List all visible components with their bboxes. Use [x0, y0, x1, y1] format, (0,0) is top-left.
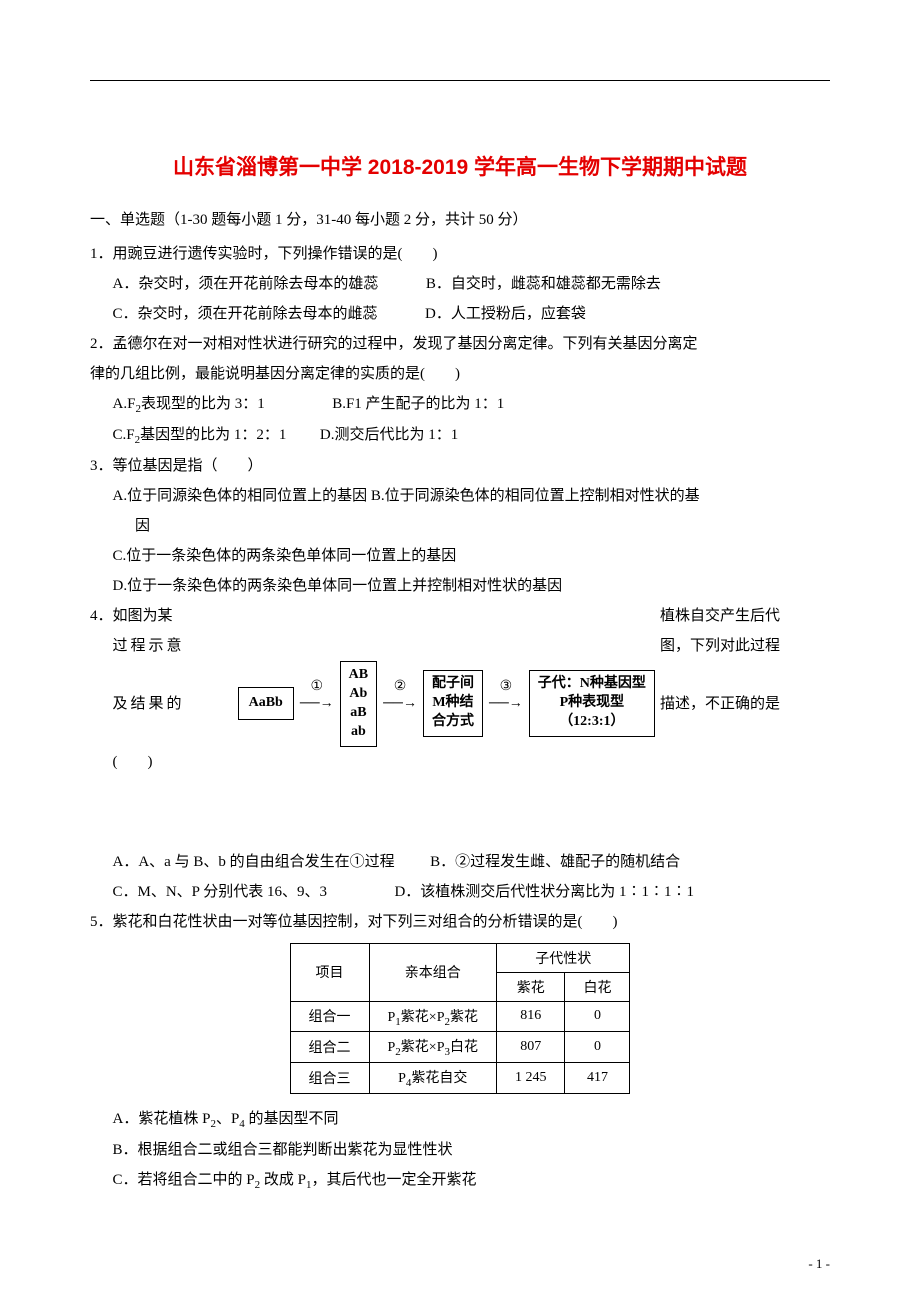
section-header: 一、单选题（1-30 题每小题 1 分，31-40 每小题 2 分，共计 50 … [90, 205, 830, 235]
q1-stem: 1．用豌豆进行遗传实验时，下列操作错误的是( ) [90, 239, 830, 269]
flow-arrow-2: ② ──→ [383, 696, 417, 712]
exam-page: 山东省淄博第一中学 2018-2019 学年高一生物下学期期中试题 一、单选题（… [0, 0, 920, 1302]
flow-box-combine: 配子间 M种结 合方式 [423, 670, 483, 737]
top-rule [90, 80, 830, 81]
flow-box-gametes: AB Ab aB ab [340, 661, 377, 747]
flow-arrow-1: ① ──→ [300, 696, 334, 712]
q4-left-3: 及结果的 [90, 689, 233, 719]
q1-opt-c: C．杂交时，须在开花前除去母本的雌蕊 [113, 306, 378, 322]
q1-row-ab: A．杂交时，须在开花前除去母本的雄蕊 B．自交时，雌蕊和雄蕊都无需除去 [90, 269, 830, 299]
q4-left-2: 过程示意 [90, 631, 233, 661]
q2-row-ab: A.F2表现型的比为 3：1 B.F1 产生配子的比为 1：1 [90, 389, 830, 420]
q3-row-ab: A.位于同源染色体的相同位置上的基因 B.位于同源染色体的相同位置上控制相对性状… [90, 481, 830, 511]
q2-opt-a: A.F2表现型的比为 3：1 [113, 396, 269, 412]
q1-opt-b: B．自交时，雌蕊和雄蕊都无需除去 [426, 276, 661, 292]
q3-opt-b1: B.位于同源染色体的相同位置上控制相对性状的基 [371, 488, 700, 504]
q4-flowchart: AaBb ① ──→ AB Ab aB ab ② [238, 661, 655, 747]
q5-opt-a: A．紫花植株 P2、P4 的基因型不同 [90, 1104, 830, 1135]
q1-opt-d: D．人工授粉后，应套袋 [425, 306, 586, 322]
flow-arrow-3: ③ ──→ [489, 696, 523, 712]
th-item: 项目 [290, 943, 369, 1001]
q4-opt-d: D．该植株测交后代性状分离比为 1∶1∶1∶1 [394, 884, 694, 900]
th-white: 白花 [565, 972, 630, 1001]
q3-opt-d: D.位于一条染色体的两条染色单体同一位置上并控制相对性状的基因 [90, 571, 830, 601]
q4-opt-c: C．M、N、P 分别代表 16、9、3 [113, 884, 327, 900]
cross-cell: P1紫花×P2紫花 [369, 1001, 496, 1032]
q5-table: 项目 亲本组合 子代性状 紫花 白花 组合一 P1紫花×P2紫花 816 0 组… [290, 943, 631, 1094]
q2-stem-2: 律的几组比例，最能说明基因分离定律的实质的是( ) [90, 359, 830, 389]
table-row: 组合三 P4紫花自交 1 245 417 [290, 1063, 630, 1094]
q2-stem-1: 2．孟德尔在对一对相对性状进行研究的过程中，发现了基因分离定律。下列有关基因分离… [90, 329, 830, 359]
q5-stem: 5．紫花和白花性状由一对等位基因控制，对下列三对组合的分析错误的是( ) [90, 907, 830, 937]
page-number: - 1 - [808, 1256, 830, 1272]
q4-right-2: 图，下列对此过程 [660, 631, 830, 661]
flow-box-offspring: 子代：N种基因型 P种表现型 （12:3:1） [529, 670, 655, 737]
q4-row-ab: A．A、a 与 B、b 的自由组合发生在①过程 B．②过程发生雌、雄配子的随机结… [90, 847, 830, 877]
q1-row-cd: C．杂交时，须在开花前除去母本的雌蕊 D．人工授粉后，应套袋 [90, 299, 830, 329]
q4-opt-b: B．②过程发生雌、雄配子的随机结合 [430, 854, 680, 870]
q4-opt-a: A．A、a 与 B、b 的自由组合发生在①过程 [113, 854, 395, 870]
q4-left-4: ( ) [90, 747, 233, 777]
q3-opt-c: C.位于一条染色体的两条染色单体同一位置上的基因 [90, 541, 830, 571]
th-parents: 亲本组合 [369, 943, 496, 1001]
q2-row-cd: C.F2基因型的比为 1：2：1 D.测交后代比为 1：1 [90, 420, 830, 451]
cross-cell: P2紫花×P3白花 [369, 1032, 496, 1063]
table-row: 组合二 P2紫花×P3白花 807 0 [290, 1032, 630, 1063]
table-row: 组合一 P1紫花×P2紫花 816 0 [290, 1001, 630, 1032]
q2-opt-d: D.测交后代比为 1：1 [320, 427, 458, 443]
q3-opt-b2: 因 [90, 511, 830, 541]
q2-opt-b: B.F1 产生配子的比为 1：1 [332, 396, 504, 412]
q4-left-1: 4．如图为某 [90, 601, 210, 631]
q4-right-1: 植株自交产生后代 [660, 601, 830, 631]
table-header-row: 项目 亲本组合 子代性状 [290, 943, 630, 972]
th-offspring: 子代性状 [496, 943, 630, 972]
q4-right-3: 描述，不正确的是 [660, 689, 830, 719]
th-purple: 紫花 [496, 972, 565, 1001]
q5-opt-c: C．若将组合二中的 P2 改成 P1，其后代也一定全开紫花 [90, 1165, 830, 1196]
q4-row-cd: C．M、N、P 分别代表 16、9、3 D．该植株测交后代性状分离比为 1∶1∶… [90, 877, 830, 907]
cross-cell: P4紫花自交 [369, 1063, 496, 1094]
q3-stem: 3．等位基因是指（ ） [90, 451, 830, 481]
q2-opt-c: C.F2基因型的比为 1：2：1 [113, 427, 291, 443]
q1-opt-a: A．杂交时，须在开花前除去母本的雄蕊 [113, 276, 379, 292]
q3-opt-a: A.位于同源染色体的相同位置上的基因 [113, 488, 368, 504]
q5-opt-b: B．根据组合二或组合三都能判断出紫花为显性性状 [90, 1135, 830, 1165]
q4-block: 4．如图为某 植株自交产生后代 过程示意 图，下列对此过程 及结果的 AaBb … [90, 601, 830, 777]
flow-box-start: AaBb [238, 687, 294, 720]
exam-title: 山东省淄博第一中学 2018-2019 学年高一生物下学期期中试题 [90, 151, 830, 181]
